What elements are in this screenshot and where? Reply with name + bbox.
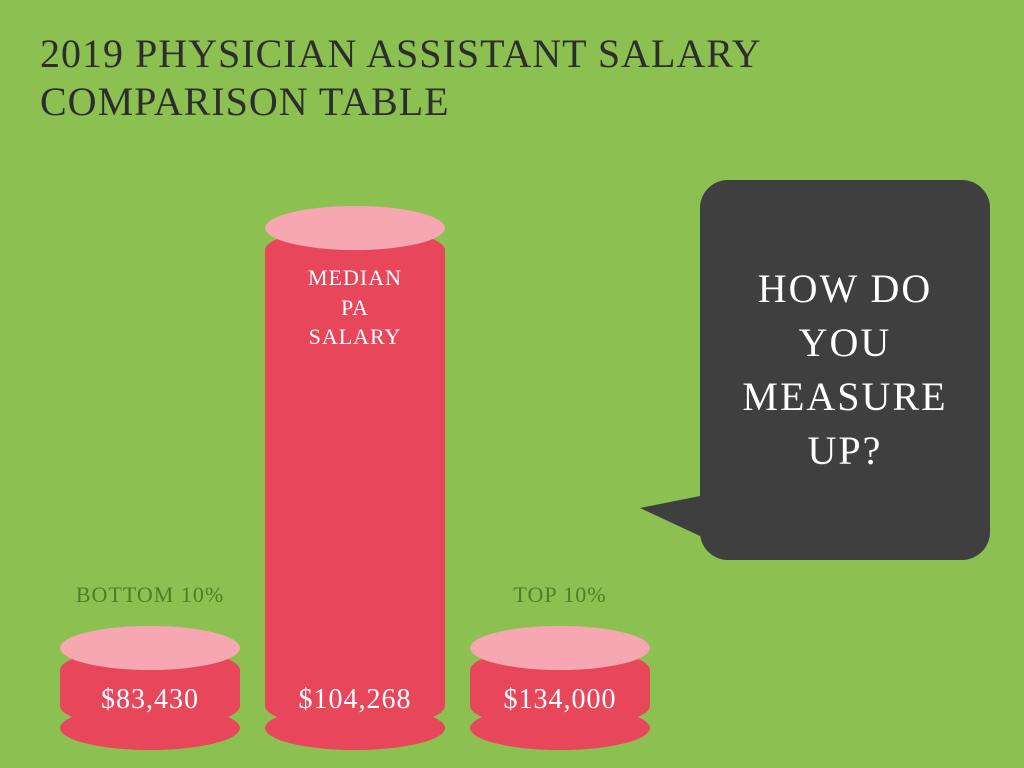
cylinder-label-above: BOTTOM 10%: [60, 582, 240, 608]
speech-bubble-text: HOW DOYOUMEASUREUP?: [742, 262, 947, 478]
cylinder-top-10: TOP 10% $134,000: [470, 648, 650, 728]
cylinder-value: $83,430: [60, 684, 240, 716]
cylinder-top: [265, 206, 445, 250]
cylinder-chart: BOTTOM 10% $83,430 MEDIANPASALARY $104,2…: [40, 158, 660, 728]
cylinder-bottom-10: BOTTOM 10% $83,430: [60, 648, 240, 728]
cylinder-label-inside: MEDIANPASALARY: [265, 263, 445, 352]
cylinder-value: $104,268: [265, 684, 445, 716]
cylinder-body: MEDIANPASALARY $104,268: [265, 228, 445, 728]
cylinder-top: [470, 626, 650, 670]
cylinder-value: $134,000: [470, 684, 650, 716]
cylinder-label-above: TOP 10%: [470, 582, 650, 608]
page-title: 2019 PHYSICIAN ASSISTANT SALARY COMPARIS…: [40, 30, 984, 126]
cylinder-median: MEDIANPASALARY $104,268: [265, 228, 445, 728]
cylinder-body: $134,000: [470, 648, 650, 728]
cylinder-body: $83,430: [60, 648, 240, 728]
speech-bubble: HOW DOYOUMEASUREUP?: [700, 180, 990, 560]
cylinder-top: [60, 626, 240, 670]
speech-bubble-tail-icon: [640, 490, 730, 550]
